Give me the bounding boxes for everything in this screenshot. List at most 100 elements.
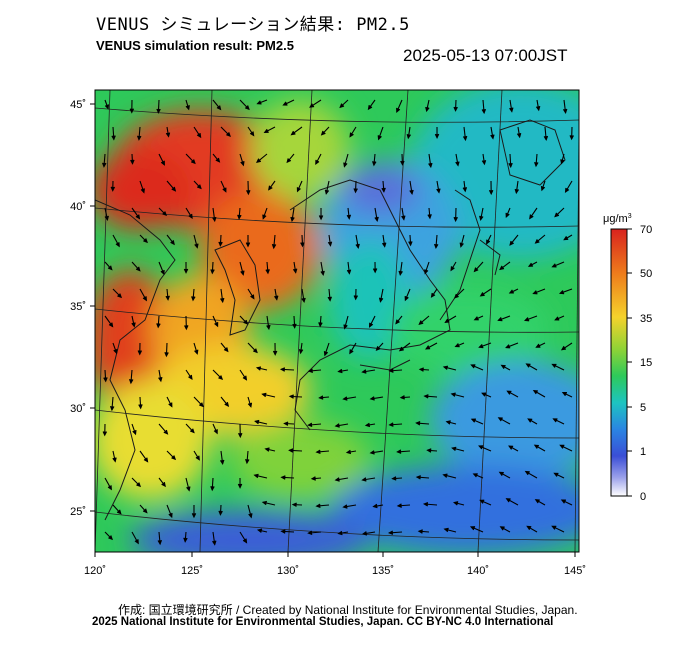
wind-arrow xyxy=(323,342,330,357)
wind-arrow xyxy=(509,99,514,113)
wind-arrow xyxy=(261,500,276,506)
wind-arrow xyxy=(112,342,118,355)
colorbar: μg/m3 70 50 35 15 5 1 0 xyxy=(603,213,652,503)
wind-arrow xyxy=(166,234,175,246)
wind-arrow xyxy=(428,153,433,169)
wind-arrow xyxy=(527,418,538,425)
wind-arrow xyxy=(444,315,457,323)
wind-arrow xyxy=(210,261,215,275)
wind-arrow xyxy=(499,261,511,271)
lat-tick-label: 25˚ xyxy=(70,506,86,518)
wind-arrow xyxy=(291,502,303,507)
wind-arrow xyxy=(505,207,511,219)
wind-arrow xyxy=(158,423,169,435)
wind-arrow xyxy=(131,261,141,272)
wind-arrow xyxy=(239,99,250,111)
wind-arrow xyxy=(560,342,573,351)
title-english: VENUS simulation result: PM2.5 xyxy=(96,38,294,53)
wind-arrow xyxy=(185,423,195,434)
wind-arrow xyxy=(220,396,230,407)
wind-arrow xyxy=(560,499,573,506)
wind-arrow xyxy=(247,126,255,137)
wind-arrow xyxy=(391,476,403,481)
wind-arrow xyxy=(558,288,573,295)
wind-arrow xyxy=(409,180,414,196)
wind-arrow xyxy=(237,207,242,220)
wind-arrow xyxy=(554,207,565,218)
wind-arrow xyxy=(369,396,384,401)
wind-arrow xyxy=(320,126,330,136)
wind-arrow xyxy=(165,288,170,301)
wind-arrow xyxy=(543,126,549,142)
wind-arrow xyxy=(315,153,322,166)
wind-arrow xyxy=(381,180,386,193)
colorbar-tick-label: 35 xyxy=(640,313,652,325)
wind-arrow xyxy=(218,504,223,516)
wind-arrow xyxy=(131,477,142,488)
wind-arrow xyxy=(185,369,193,380)
wind-arrow xyxy=(497,315,511,322)
wind-arrow xyxy=(430,288,438,298)
wind-arrow xyxy=(388,422,403,427)
wind-arrow xyxy=(454,342,465,348)
wind-arrow xyxy=(388,368,403,373)
wind-arrow xyxy=(131,531,139,545)
wind-arrow xyxy=(104,99,110,110)
wind-arrow xyxy=(131,315,136,328)
wind-arrow xyxy=(361,477,376,482)
wind-arrow xyxy=(353,180,358,194)
wind-arrow xyxy=(327,234,333,247)
lon-tick-label: 130˚ xyxy=(277,565,299,577)
wind-arrow xyxy=(247,342,258,354)
wind-arrow xyxy=(423,394,438,399)
wind-arrow xyxy=(381,234,387,248)
wind-arrow xyxy=(129,99,135,114)
wind-arrow xyxy=(104,207,109,222)
wind-arrow xyxy=(343,315,349,330)
lon-tick-label: 125˚ xyxy=(181,565,203,577)
wind-arrow xyxy=(191,504,197,519)
colorbar-tick-label: 50 xyxy=(640,268,652,280)
wind-arrow xyxy=(193,126,202,139)
wind-arrow xyxy=(453,501,465,506)
wind-arrow xyxy=(401,207,406,221)
wind-arrow xyxy=(266,315,271,331)
wind-arrow xyxy=(307,368,322,373)
wind-arrow xyxy=(158,369,163,383)
wind-arrow xyxy=(349,342,357,355)
wind-arrow xyxy=(210,477,215,492)
wind-arrow xyxy=(112,504,122,515)
wind-arrow xyxy=(535,99,541,112)
wind-arrow xyxy=(436,180,441,194)
wind-arrow xyxy=(378,288,384,303)
wind-arrow xyxy=(540,180,546,192)
wind-arrow xyxy=(296,180,303,193)
wind-arrow xyxy=(534,234,546,244)
wind-arrow xyxy=(453,288,465,299)
timestamp: 2025-05-13 07:00JST xyxy=(403,46,568,65)
wind-arrow xyxy=(364,422,376,428)
wind-arrow xyxy=(193,450,200,461)
wind-arrow xyxy=(442,473,457,479)
wind-arrow xyxy=(399,395,411,400)
wind-arrow xyxy=(462,126,468,142)
wind-arrow xyxy=(184,315,189,331)
wind-arrow xyxy=(453,99,458,112)
wind-arrow xyxy=(212,153,221,163)
wind-arrow xyxy=(508,445,519,452)
wind-arrow xyxy=(374,207,379,223)
wind-arrow xyxy=(337,368,349,374)
wind-arrow xyxy=(239,315,249,325)
wind-arrow xyxy=(158,207,168,217)
wind-arrow xyxy=(345,449,357,455)
wind-arrow xyxy=(415,421,430,426)
wind-arrow xyxy=(367,99,376,111)
wind-arrow xyxy=(247,396,253,408)
wind-arrow xyxy=(185,99,190,111)
wind-arrow xyxy=(220,180,227,193)
wind-arrow xyxy=(185,477,191,492)
wind-arrow xyxy=(369,450,384,455)
wind-arrow xyxy=(104,315,114,328)
wind-arrow xyxy=(418,315,430,325)
